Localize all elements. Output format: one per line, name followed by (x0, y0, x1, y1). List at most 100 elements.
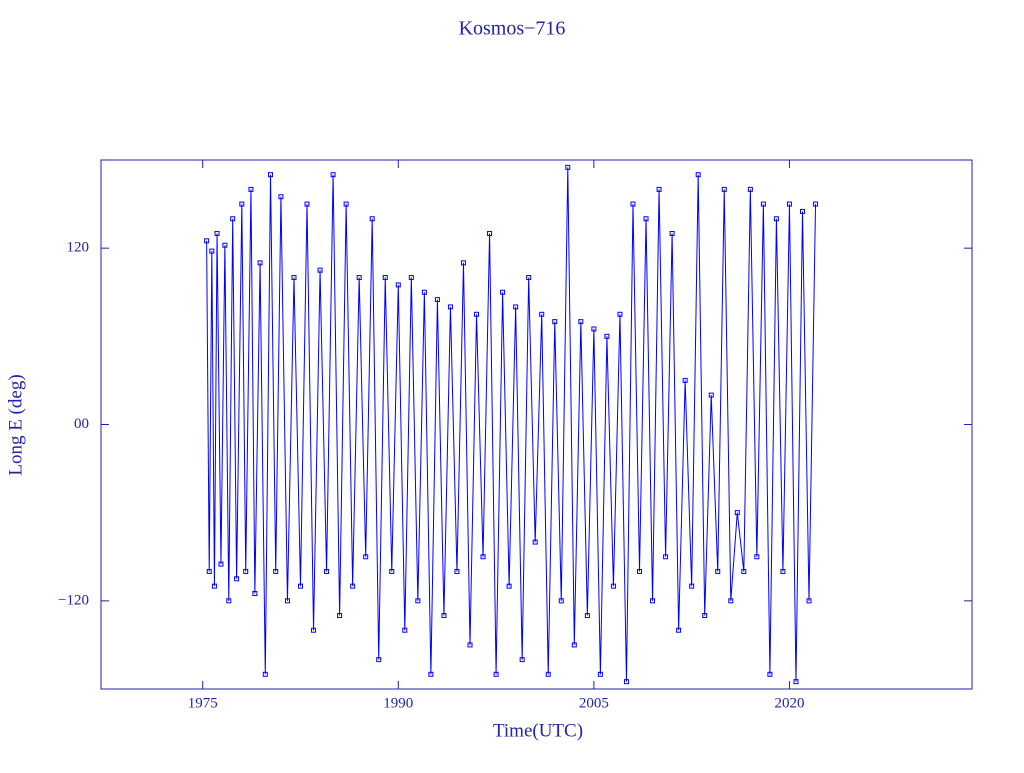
data-point (721, 186, 727, 192)
data-point (532, 539, 538, 545)
data-line (206, 167, 817, 682)
data-point (226, 598, 232, 604)
data-point (376, 657, 382, 663)
data-point (441, 613, 447, 619)
x-tick-label: 1990 (383, 695, 413, 711)
data-point (239, 201, 245, 207)
data-point (428, 671, 434, 677)
data-point (243, 568, 249, 574)
data-point (578, 319, 584, 325)
data-point (206, 568, 212, 574)
data-point (545, 671, 551, 677)
data-point (565, 164, 571, 170)
data-point (209, 248, 215, 254)
data-point (780, 568, 786, 574)
x-tick-label: 2020 (774, 695, 804, 711)
data-point (604, 333, 610, 339)
data-point (813, 201, 819, 207)
plot-frame (100, 159, 973, 690)
data-point (262, 671, 268, 677)
x-tick-label: 2005 (579, 695, 609, 711)
data-point (234, 576, 240, 582)
data-point (252, 590, 258, 596)
data-point (767, 671, 773, 677)
data-point (760, 201, 766, 207)
data-point (500, 289, 506, 295)
data-point (356, 275, 362, 281)
data-point (513, 304, 519, 310)
data-point (343, 201, 349, 207)
data-point (408, 275, 414, 281)
data-point (584, 613, 590, 619)
data-point (539, 311, 545, 317)
data-point (591, 326, 597, 332)
data-point (656, 186, 662, 192)
data-point (558, 598, 564, 604)
x-tick-label: 1975 (188, 695, 218, 711)
data-point (467, 642, 473, 648)
data-point (610, 583, 616, 589)
data-point (793, 679, 799, 685)
data-point (297, 583, 303, 589)
data-point (526, 275, 532, 281)
data-point (708, 392, 714, 398)
data-point (715, 568, 721, 574)
data-point (682, 377, 688, 383)
data-point (806, 598, 812, 604)
data-point (747, 186, 753, 192)
data-point (278, 194, 284, 200)
data-point (389, 568, 395, 574)
data-point (415, 598, 421, 604)
data-point (643, 216, 649, 222)
data-point (663, 554, 669, 560)
data-point (402, 627, 408, 633)
data-point (284, 598, 290, 604)
data-point (273, 568, 279, 574)
data-point (773, 216, 779, 222)
data-point (519, 657, 525, 663)
data-point (311, 627, 317, 633)
data-point (506, 583, 512, 589)
data-point (474, 311, 480, 317)
data-point (330, 172, 336, 178)
y-tick-label: 120 (67, 240, 90, 256)
data-point (728, 598, 734, 604)
data-point (454, 568, 460, 574)
data-point (617, 311, 623, 317)
data-point (650, 598, 656, 604)
data-point (304, 201, 310, 207)
data-point (382, 275, 388, 281)
data-point (702, 613, 708, 619)
data-point (669, 230, 675, 236)
data-point (268, 172, 274, 178)
data-point (218, 561, 224, 567)
data-point (324, 568, 330, 574)
data-point (257, 260, 263, 266)
data-point (637, 568, 643, 574)
chart-title: Kosmos−716 (459, 18, 566, 40)
data-point (676, 627, 682, 633)
data-point (421, 289, 427, 295)
data-point (395, 282, 401, 288)
y-tick-label: −120 (58, 592, 89, 608)
data-point (350, 583, 356, 589)
data-point (689, 583, 695, 589)
data-point (734, 510, 740, 516)
data-point (230, 216, 236, 222)
data-point (447, 304, 453, 310)
data-point (799, 208, 805, 214)
y-tick-label: 00 (74, 416, 89, 432)
data-point (571, 642, 577, 648)
data-point (291, 275, 297, 281)
data-point (754, 554, 760, 560)
data-point (741, 568, 747, 574)
data-point (204, 238, 210, 244)
data-point (214, 230, 220, 236)
data-point (597, 671, 603, 677)
data-point (786, 201, 792, 207)
data-point (630, 201, 636, 207)
data-point (222, 242, 228, 248)
data-point (434, 297, 440, 303)
